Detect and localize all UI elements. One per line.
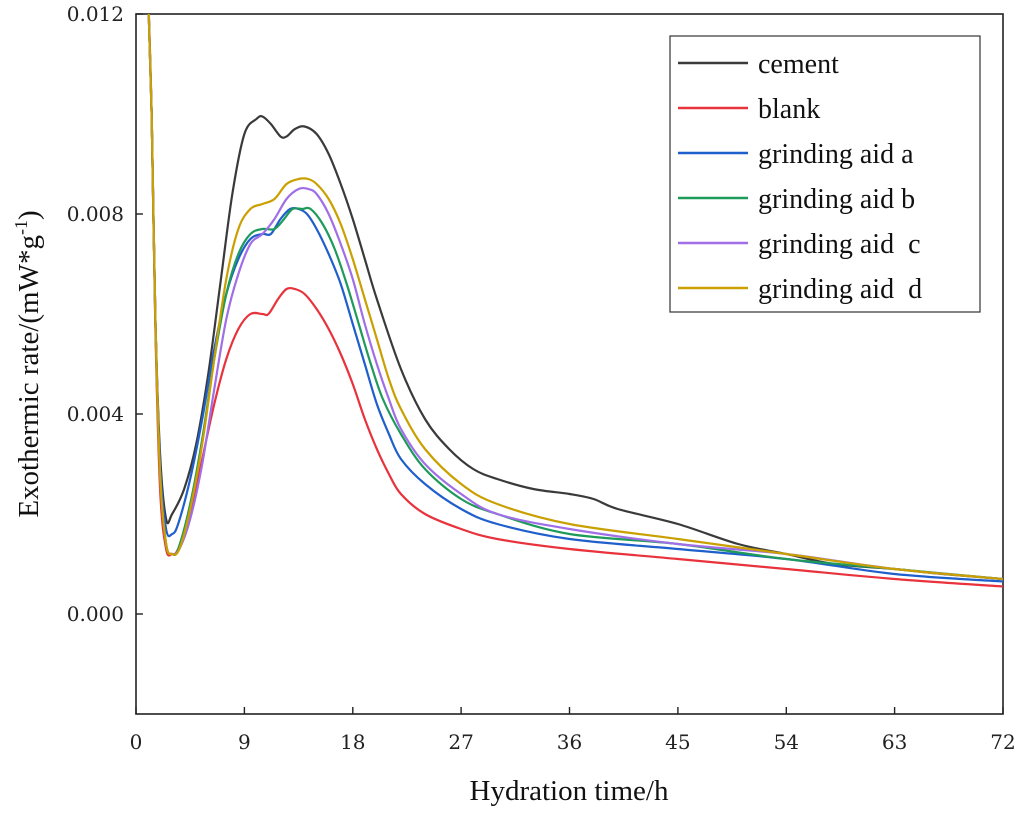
- y-tick-label: 0.008: [67, 202, 124, 226]
- legend-label-grinding-aid-c: grinding aid c: [758, 229, 921, 260]
- y-axis-title-main: Exothermic rate/(mW*g: [13, 235, 45, 518]
- legend-box: [669, 35, 981, 313]
- x-tick-label: 9: [238, 730, 251, 754]
- legend-label-blank: blank: [758, 94, 820, 125]
- series-line-blank: [147, 14, 1003, 588]
- series-line-cement: [147, 14, 1003, 581]
- series-group: [147, 14, 1003, 588]
- x-tick-label: 0: [130, 730, 143, 754]
- legend-label-grinding-aid-d: grinding aid d: [758, 274, 922, 305]
- legend-label-cement: cement: [758, 49, 839, 80]
- y-axis-title-superscript: -1: [11, 220, 31, 235]
- y-tick-label: 0.012: [67, 2, 124, 26]
- legend-label-grinding-aid-b: grinding aid b: [758, 184, 915, 215]
- x-tick-label: 27: [448, 730, 473, 754]
- y-axis-title: Exothermic rate/(mW*g-1): [11, 210, 45, 517]
- series-line-grinding-aid-d: [147, 14, 1003, 581]
- legend: cement blank grinding aid a grinding aid…: [669, 35, 981, 313]
- x-tick-label: 72: [990, 730, 1015, 754]
- y-tick-label: 0.004: [67, 402, 124, 426]
- y-axis-title-end: ): [13, 210, 45, 220]
- x-tick-label: 45: [665, 730, 690, 754]
- y-axis: 0.000 0.004 0.008 0.012: [67, 2, 143, 626]
- x-tick-label: 18: [340, 730, 365, 754]
- x-axis-title: Hydration time/h: [470, 775, 669, 807]
- x-tick-label: 63: [882, 730, 907, 754]
- x-tick-label: 36: [557, 730, 582, 754]
- y-tick-label: 0.000: [67, 602, 124, 626]
- legend-label-grinding-aid-a: grinding aid a: [758, 139, 914, 170]
- x-tick-label: 54: [774, 730, 799, 754]
- x-axis: 0 9 18 27 36 45 54 63 72: [130, 707, 1016, 754]
